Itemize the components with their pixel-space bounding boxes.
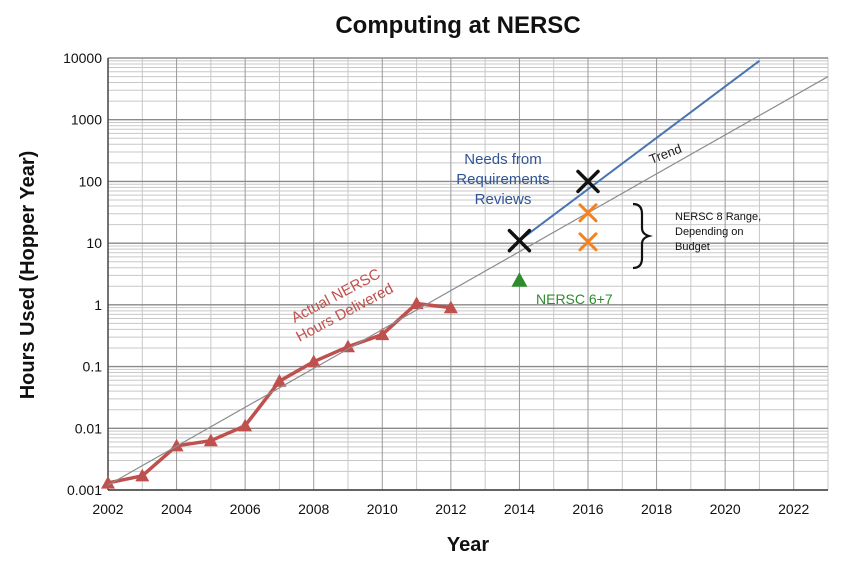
grid: [107, 57, 829, 491]
y-tick-label: 1000: [71, 112, 102, 128]
y-tick-label: 0.001: [67, 482, 102, 498]
plot-background: [108, 58, 828, 490]
data-point: [375, 327, 390, 341]
data-point: [306, 354, 321, 368]
y-tick-label: 0.01: [75, 420, 102, 436]
annotation-needs: Needs from Requirements Reviews: [456, 151, 549, 208]
x-tick-label: 2018: [641, 501, 672, 517]
data-point: [443, 300, 458, 314]
annotation-nersc67-line: NERSC 6+7: [536, 291, 613, 307]
x-tick-label: 2014: [504, 501, 535, 517]
data-point: [341, 339, 355, 353]
y-tick-label: 10000: [63, 50, 102, 66]
annotation-nersc67: NERSC 6+7: [536, 291, 613, 307]
triangle-marker: [511, 272, 528, 287]
series-line: [107, 76, 829, 486]
x-tick-label: 2016: [572, 501, 603, 517]
chart-title: Computing at NERSC: [335, 12, 580, 39]
data-point: [101, 475, 115, 489]
annotation-nersc8-range: NERSC 8 Range, Depending on Budget: [675, 211, 761, 253]
y-tick-label: 0.1: [83, 359, 103, 375]
data-point: [135, 468, 150, 482]
x-marker: [578, 203, 598, 223]
x-tick-label: 2002: [92, 501, 123, 517]
y-axis-label: Hours Used (Hopper Year): [17, 151, 39, 400]
y-tick-label: 10: [86, 235, 102, 251]
x-marker: [576, 169, 600, 194]
annotation-needs-line: Needs from: [464, 151, 542, 168]
x-marker: [507, 228, 532, 253]
x-tick-label: 2008: [298, 501, 329, 517]
x-tick-label: 2006: [230, 501, 261, 517]
x-tick-label: 2004: [161, 501, 192, 517]
data-point: [272, 374, 287, 387]
data-point: [238, 418, 253, 432]
annotation-needs-line: Requirements: [456, 171, 549, 188]
x-axis-label: Year: [447, 534, 489, 556]
data-point: [203, 433, 218, 447]
series-line: [518, 60, 761, 242]
x-tick-label: 2022: [778, 501, 809, 517]
range-bracket: [632, 202, 653, 270]
x-tick-label: 2020: [710, 501, 741, 517]
x-tick-label: 2010: [367, 501, 398, 517]
y-tick-label: 100: [79, 173, 103, 189]
annotation-nersc8-range-line: Budget: [675, 241, 710, 253]
markers: [507, 169, 600, 287]
annotation-nersc8-range-line: NERSC 8 Range,: [675, 211, 761, 223]
x-marker: [578, 232, 598, 252]
data-point: [409, 296, 424, 310]
annotation-nersc8-range-line: Depending on: [675, 226, 744, 238]
series: [101, 60, 829, 489]
y-tick-label: 1: [94, 297, 102, 313]
axes: 0.001 0.01 0.1 1 10 100 1000 10000 2002 2004 2006 2…: [63, 50, 828, 517]
annotation-needs-line: Reviews: [475, 191, 532, 208]
x-tick-label: 2012: [435, 501, 466, 517]
